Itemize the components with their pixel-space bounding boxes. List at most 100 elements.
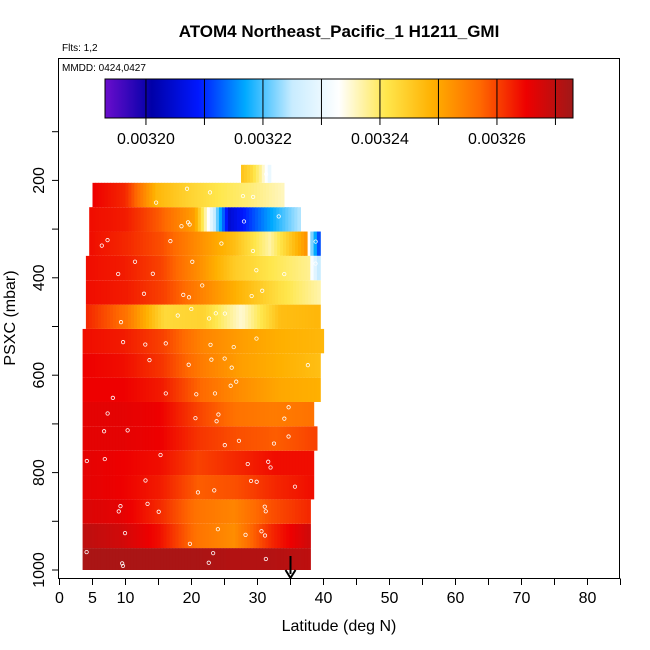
mmdd-label: MMDD: 0424,0427 (62, 63, 146, 74)
heatmap-cell (274, 548, 278, 570)
sample-point (254, 268, 259, 273)
heatmap-cell (266, 377, 270, 402)
heatmap-cell (212, 304, 216, 329)
heatmap-cell (167, 304, 171, 329)
heatmap-cell (200, 304, 204, 329)
heatmap-cell (267, 207, 271, 232)
heatmap-cell (196, 548, 201, 570)
heatmap-cell (212, 182, 216, 208)
heatmap-cell (241, 499, 245, 524)
heatmap-cell (206, 328, 210, 354)
heatmap-cell (148, 548, 153, 570)
heatmap-cell (82, 401, 87, 427)
heatmap-cell (109, 304, 114, 329)
heatmap-cell (254, 353, 258, 378)
heatmap-cell (154, 475, 159, 500)
heatmap-cell (101, 182, 106, 208)
heatmap-cell (268, 401, 273, 427)
sample-point (254, 336, 259, 341)
heatmap-cell (313, 426, 318, 451)
heatmap-cell (238, 548, 242, 570)
heatmap-cell (208, 523, 213, 549)
heatmap-cell (232, 353, 237, 378)
heatmap-cell (88, 255, 93, 281)
heatmap-cell (290, 304, 294, 329)
heatmap-cell (211, 255, 216, 281)
heatmap-cell (262, 182, 267, 208)
heatmap-cell (133, 499, 138, 524)
heatmap-cell (220, 499, 225, 524)
heatmap-cell (215, 182, 219, 208)
heatmap-cell (122, 182, 126, 208)
heatmap-cell (277, 182, 282, 208)
heatmap-cell (127, 280, 132, 305)
heatmap-cell (148, 377, 153, 402)
heatmap-cell (245, 353, 249, 378)
heatmap-cell (235, 450, 240, 476)
heatmap-cell (130, 475, 135, 500)
heatmap-cell (106, 401, 111, 427)
heatmap-cell (307, 475, 312, 500)
heatmap-cell (277, 450, 282, 476)
heatmap-cell (202, 231, 207, 256)
heatmap-cell (277, 255, 281, 281)
heatmap-cell (203, 207, 208, 232)
heatmap-cell (280, 255, 284, 281)
heatmap-cell (121, 426, 126, 451)
heatmap-cell (157, 231, 162, 256)
heatmap-cell (230, 304, 234, 329)
heatmap-cell (229, 523, 234, 549)
heatmap-cell (214, 450, 219, 476)
heatmap-cell (181, 231, 186, 256)
x-tick-label: 60 (447, 590, 465, 607)
heatmap-cell (278, 377, 282, 402)
heatmap-cell (295, 475, 300, 500)
heatmap-cell (137, 207, 142, 232)
heatmap-cell (265, 523, 269, 549)
heatmap-cell (109, 280, 114, 305)
heatmap-cell (285, 207, 289, 232)
heatmap-cell (112, 304, 117, 329)
heatmap-cell (199, 548, 204, 570)
heatmap-cell (164, 280, 168, 305)
heatmap-cell (288, 207, 292, 232)
heatmap-cell (250, 401, 255, 427)
heatmap-cell (241, 548, 245, 570)
heatmap-cell (170, 182, 174, 208)
heatmap-cell (125, 207, 130, 232)
heatmap-cell (157, 499, 162, 524)
heatmap-cell (223, 231, 228, 256)
heatmap-cell (154, 450, 159, 476)
heatmap-cell (310, 401, 315, 427)
heatmap-cell (224, 207, 229, 232)
heatmap-cell (166, 255, 171, 281)
heatmap-cell (145, 280, 150, 305)
heatmap-cell (85, 426, 90, 451)
heatmap-cell (97, 499, 102, 524)
sample-point (175, 313, 180, 318)
heatmap-cell (310, 450, 315, 476)
heatmap-cell (109, 377, 114, 402)
heatmap-cell (145, 353, 150, 378)
heatmap-cell (175, 401, 180, 427)
heatmap-cell (184, 450, 189, 476)
heatmap-cell (136, 475, 141, 500)
heatmap-cell (103, 450, 108, 476)
heatmap-cell (197, 304, 201, 329)
heatmap-cell (314, 377, 318, 402)
heatmap-cell (226, 548, 231, 570)
heatmap-cell (121, 377, 126, 402)
heatmap-cell (82, 426, 87, 451)
heatmap-cell (205, 475, 210, 500)
heatmap-cell (139, 280, 144, 305)
heatmap-cell (88, 353, 93, 378)
sample-point (122, 531, 128, 536)
heatmap-cell (310, 475, 315, 500)
heatmap-cell (109, 499, 114, 524)
sample-point (187, 541, 193, 546)
y-axis: 200 400 600 800 1000 (31, 131, 59, 588)
heatmap-cell (238, 401, 243, 427)
heatmap-cell (163, 401, 168, 427)
heatmap-cell (136, 304, 141, 329)
heatmap-cell (193, 426, 198, 451)
